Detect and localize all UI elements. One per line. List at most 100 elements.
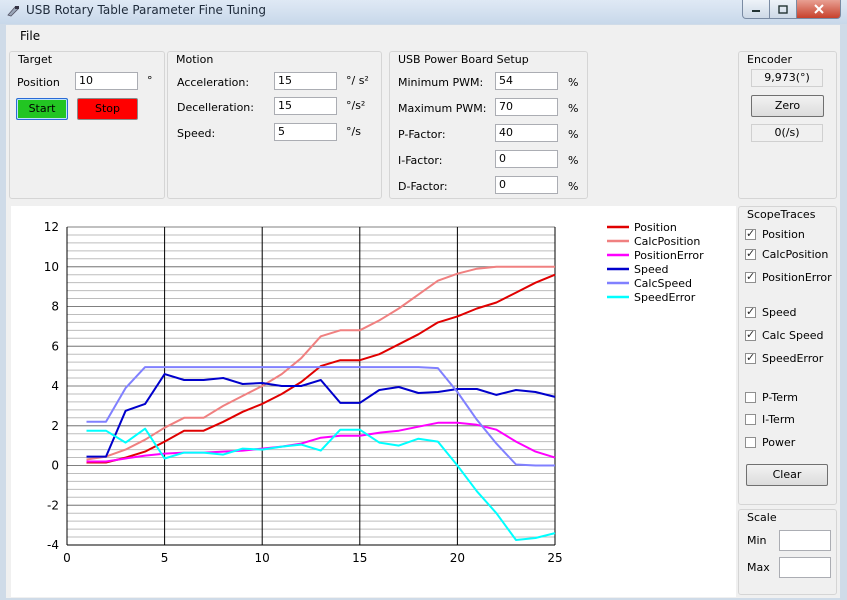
trace-pterm-checkbox[interactable] xyxy=(745,391,756,403)
scope-chart-area: -4 -2 0 2 4 6 8 10 12 0 5 10 15 20 25 Position CalcPosit… xyxy=(11,206,736,597)
trace-position-toggle[interactable]: Position xyxy=(745,226,805,242)
y-tick-label: 8 xyxy=(51,300,59,314)
scale-group: Scale Min Max xyxy=(738,509,837,595)
d-factor-input[interactable]: 0 xyxy=(495,176,558,194)
y-tick-label: 12 xyxy=(44,220,59,234)
deceleration-input[interactable]: 15 xyxy=(274,97,337,115)
x-tick-label: 0 xyxy=(63,551,71,565)
target-position-unit: ° xyxy=(147,74,153,87)
p-factor-input[interactable]: 40 xyxy=(495,124,558,142)
scale-max-label: Max xyxy=(747,561,770,574)
encoder-group-title: Encoder xyxy=(745,53,794,66)
speed-unit: °/s xyxy=(346,125,361,138)
close-icon xyxy=(813,4,824,14)
max-pwm-input[interactable]: 70 xyxy=(495,98,558,116)
scale-max-input[interactable] xyxy=(779,557,831,578)
legend-label: PositionError xyxy=(634,249,704,262)
legend-label: SpeedError xyxy=(634,291,696,304)
trace-iterm-toggle[interactable]: I-Term xyxy=(745,411,795,427)
maximize-icon xyxy=(778,4,788,14)
trace-speederror-toggle[interactable]: SpeedError xyxy=(745,350,823,366)
trace-speed-toggle[interactable]: Speed xyxy=(745,304,796,320)
y-tick-label: 0 xyxy=(51,459,59,473)
app-icon xyxy=(7,6,19,17)
y-tick-label: 10 xyxy=(44,260,59,274)
scope-chart: -4 -2 0 2 4 6 8 10 12 0 5 10 15 20 25 PositionCalcPosit… xyxy=(44,220,704,565)
min-pwm-label: Minimum PWM: xyxy=(398,76,484,89)
x-tick-label: 25 xyxy=(547,551,562,565)
y-tick-label: 2 xyxy=(51,419,59,433)
scale-min-input[interactable] xyxy=(779,530,831,551)
trace-power-toggle[interactable]: Power xyxy=(745,434,795,450)
scale-min-label: Min xyxy=(747,534,767,547)
max-pwm-label: Maximum PWM: xyxy=(398,102,487,115)
power-board-group: USB Power Board Setup Minimum PWM: 54 % … xyxy=(389,51,588,199)
i-factor-input[interactable]: 0 xyxy=(495,150,558,168)
clear-button[interactable]: Clear xyxy=(746,464,828,486)
trace-pterm-label: P-Term xyxy=(762,390,799,404)
legend-label: CalcPosition xyxy=(634,235,700,248)
title-bar: USB Rotary Table Parameter Fine Tuning xyxy=(0,0,847,24)
window-controls xyxy=(742,0,841,20)
trace-position-checkbox[interactable] xyxy=(745,227,756,240)
start-button[interactable]: Start xyxy=(16,98,68,120)
trace-speed-checkbox[interactable] xyxy=(745,305,756,318)
series-line-speed xyxy=(86,373,556,458)
max-pwm-unit: % xyxy=(568,102,579,115)
close-button[interactable] xyxy=(797,0,841,19)
series-line-calcposition xyxy=(86,265,555,461)
menu-bar: File xyxy=(6,25,840,47)
p-factor-label: P-Factor: xyxy=(398,128,446,141)
power-board-group-title: USB Power Board Setup xyxy=(396,53,531,66)
trace-calcposition-label: CalcPosition xyxy=(762,247,829,261)
i-factor-label: I-Factor: xyxy=(398,154,443,167)
x-tick-label: 15 xyxy=(352,551,367,565)
stop-button[interactable]: Stop xyxy=(77,98,138,120)
trace-calcposition-toggle[interactable]: CalcPosition xyxy=(745,246,828,262)
trace-calcspeed-label: Calc Speed xyxy=(762,328,824,342)
deceleration-unit: °/s² xyxy=(346,99,366,112)
target-group-title: Target xyxy=(16,53,55,66)
trace-power-label: Power xyxy=(762,435,796,449)
target-position-input[interactable]: 10 xyxy=(75,72,138,90)
acceleration-unit: °/ s² xyxy=(346,74,369,87)
window-title: USB Rotary Table Parameter Fine Tuning xyxy=(26,3,267,17)
i-factor-unit: % xyxy=(568,154,579,167)
min-pwm-input[interactable]: 54 xyxy=(495,72,558,90)
d-factor-unit: % xyxy=(568,180,579,193)
trace-position-label: Position xyxy=(762,227,805,241)
target-position-label: Position xyxy=(17,76,60,89)
trace-calcposition-checkbox[interactable] xyxy=(745,247,756,260)
speed-input[interactable]: 5 xyxy=(274,123,337,141)
trace-power-checkbox[interactable] xyxy=(745,436,756,448)
trace-positionerror-checkbox[interactable] xyxy=(745,270,756,283)
series-line-calcspeed xyxy=(86,366,555,467)
trace-calcspeed-toggle[interactable]: Calc Speed xyxy=(745,327,824,343)
legend-label: Speed xyxy=(634,263,668,276)
trace-iterm-checkbox[interactable] xyxy=(745,413,756,425)
x-tick-label: 10 xyxy=(255,551,270,565)
p-factor-unit: % xyxy=(568,128,579,141)
series-line-position xyxy=(86,273,556,464)
x-tick-label: 5 xyxy=(161,551,169,565)
minimize-icon xyxy=(752,10,760,12)
motion-group-title: Motion xyxy=(174,53,216,66)
y-tick-label: 6 xyxy=(51,339,59,353)
minimize-button[interactable] xyxy=(742,0,770,19)
y-tick-label: -4 xyxy=(47,538,59,552)
scope-traces-title: ScopeTraces xyxy=(745,208,818,221)
series-line-positionerror xyxy=(86,421,556,463)
trace-positionerror-toggle[interactable]: PositionError xyxy=(745,269,832,285)
legend-label: Position xyxy=(634,221,677,234)
speed-label: Speed: xyxy=(177,127,216,140)
trace-calcspeed-checkbox[interactable] xyxy=(745,328,756,341)
encoder-group: Encoder 9,973(°) Zero 0(/s) xyxy=(738,51,837,199)
acceleration-input[interactable]: 15 xyxy=(274,72,337,90)
menu-file[interactable]: File xyxy=(20,29,41,43)
zero-button[interactable]: Zero xyxy=(751,95,824,117)
motion-group: Motion Acceleration: 15 °/ s² Decellerat… xyxy=(167,51,382,199)
maximize-button[interactable] xyxy=(770,0,797,19)
trace-speederror-checkbox[interactable] xyxy=(745,351,756,364)
trace-pterm-toggle[interactable]: P-Term xyxy=(745,389,798,405)
y-tick-label: 4 xyxy=(51,379,59,393)
